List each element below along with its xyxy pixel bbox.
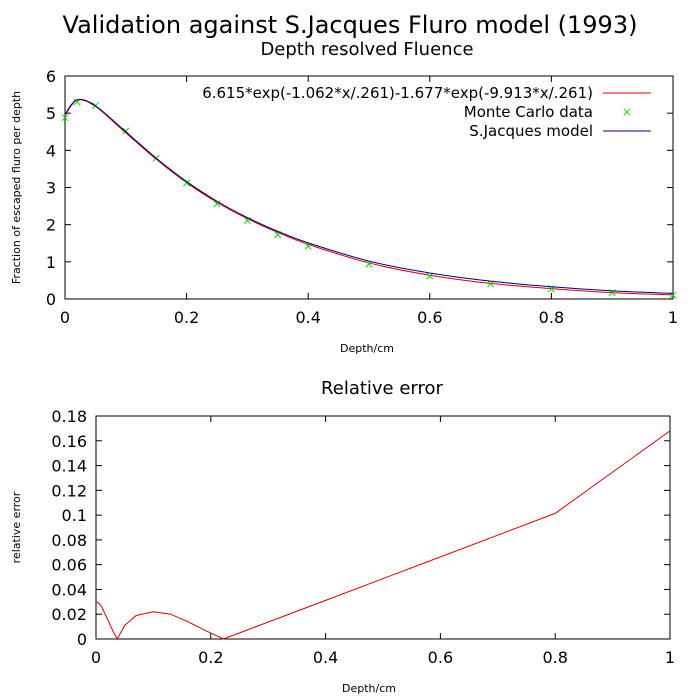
y-tick-label: 6 xyxy=(46,67,56,86)
series-0-line xyxy=(64,99,674,296)
series-2-line xyxy=(64,98,674,294)
x-axis-label: Depth/cm xyxy=(342,682,396,695)
series-0-line xyxy=(95,430,671,641)
y-tick-label: 4 xyxy=(46,141,56,160)
x-tick-label: 0.2 xyxy=(198,648,223,667)
x-tick-label: 0.8 xyxy=(542,648,567,667)
legend-key-marker xyxy=(623,108,631,116)
x-tick-label: 0.4 xyxy=(295,308,320,327)
y-tick-label: 0.08 xyxy=(51,531,87,550)
y-tick-label: 0.16 xyxy=(51,432,87,451)
y-tick-label: 2 xyxy=(46,216,56,235)
x-axis-label: Depth/cm xyxy=(340,342,394,355)
y-tick-label: 0.1 xyxy=(62,506,87,525)
y-tick-label: 0.14 xyxy=(51,457,87,476)
y-axis-label: relative error xyxy=(10,491,23,563)
legend-label: Monte Carlo data xyxy=(464,103,593,121)
page-title: Validation against S.Jacques Fluro model… xyxy=(63,11,638,39)
y-tick-label: 3 xyxy=(46,179,56,198)
y-tick-label: 0.06 xyxy=(51,556,87,575)
y-tick-label: 0.02 xyxy=(51,605,87,624)
y-tick-label: 1 xyxy=(46,253,56,272)
x-tick-label: 0 xyxy=(60,308,70,327)
y-axis-label: Fraction of escaped fluro per depth xyxy=(10,91,23,284)
y-tick-label: 0.12 xyxy=(51,481,87,500)
relative-error-plot: Relative error 0 0.2 0.4 0.6 0.8 1 0 0.02 0.04 0.0… xyxy=(10,378,675,695)
x-tick-label: 0.2 xyxy=(174,308,199,327)
chart-title: Depth resolved Fluence xyxy=(260,39,473,60)
x-tick-label: 0 xyxy=(91,648,101,667)
fluence-plot: Depth resolved Fluence 0 0.2 0.4 0.6 0.8 1 0 1 2 3… xyxy=(10,39,678,355)
y-tick-label: 0 xyxy=(46,290,56,309)
data-point-x-marker xyxy=(213,200,221,208)
x-tick-label: 1 xyxy=(665,648,675,667)
x-tick-label: 0.6 xyxy=(417,308,442,327)
x-tick-label: 0.4 xyxy=(313,648,338,667)
legend-label: 6.615*exp(-1.062*x/.261)-1.677*exp(-9.91… xyxy=(202,84,593,102)
x-tick-label: 1 xyxy=(668,308,678,327)
y-tick-label: 0.18 xyxy=(51,407,87,426)
legend-label: S.Jacques model xyxy=(469,122,593,140)
data-point-x-marker xyxy=(183,179,191,187)
y-tick-label: 0 xyxy=(77,630,87,649)
y-tick-label: 5 xyxy=(46,104,56,123)
data-point-x-marker xyxy=(61,114,69,122)
chart-title: Relative error xyxy=(321,378,443,399)
y-tick-label: 0.04 xyxy=(51,580,87,599)
x-tick-label: 0.8 xyxy=(539,308,564,327)
plot-frame xyxy=(95,415,671,640)
x-tick-label: 0.6 xyxy=(428,648,453,667)
